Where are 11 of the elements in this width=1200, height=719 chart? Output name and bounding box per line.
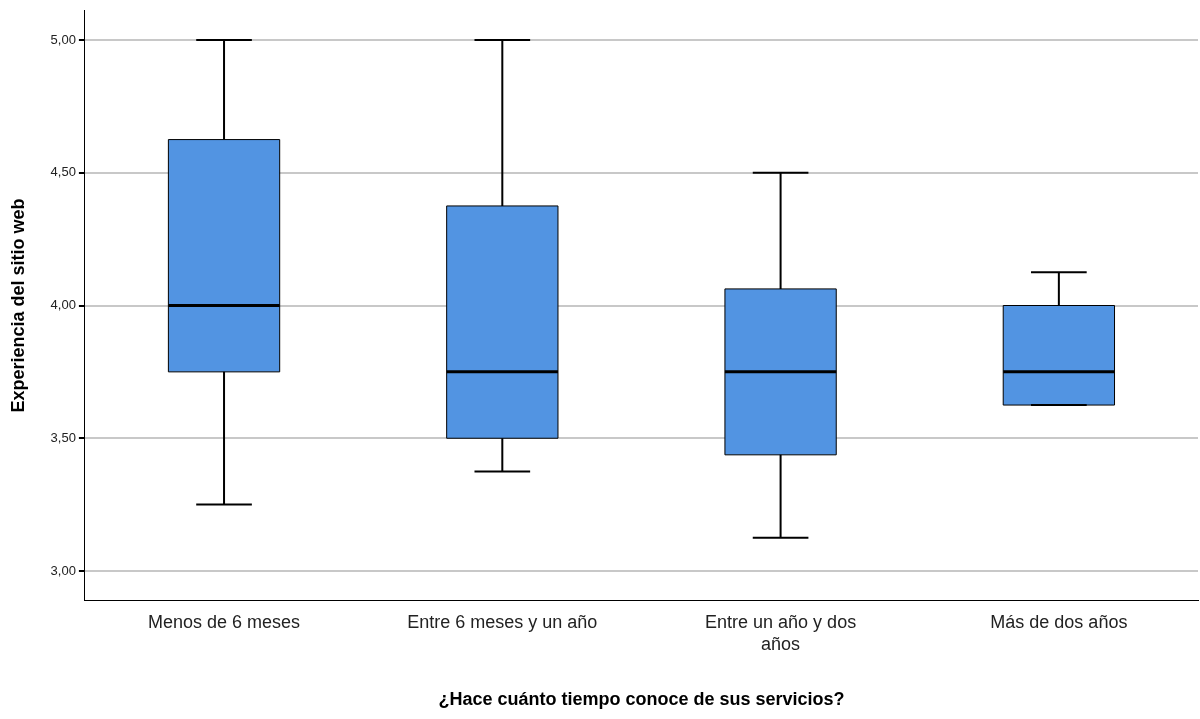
x-tick-label: Más de dos años — [990, 611, 1128, 632]
y-tick-label: 4,00 — [50, 297, 76, 313]
y-tick-label: 4,50 — [50, 164, 76, 180]
y-tick-label: 5,00 — [50, 31, 76, 47]
y-tick-label: 3,00 — [50, 562, 76, 578]
x-tick-label: Menos de 6 meses — [148, 611, 301, 632]
y-axis-title: Experiencia del sitio web — [7, 198, 28, 413]
y-tick-label: 3,50 — [50, 429, 76, 445]
x-tick-label: Entre 6 meses y un año — [407, 611, 598, 632]
x-tick-label: Entre un año y dos años — [705, 611, 857, 654]
x-axis-title: ¿Hace cuánto tiempo conoce de sus servicios? — [438, 689, 845, 710]
